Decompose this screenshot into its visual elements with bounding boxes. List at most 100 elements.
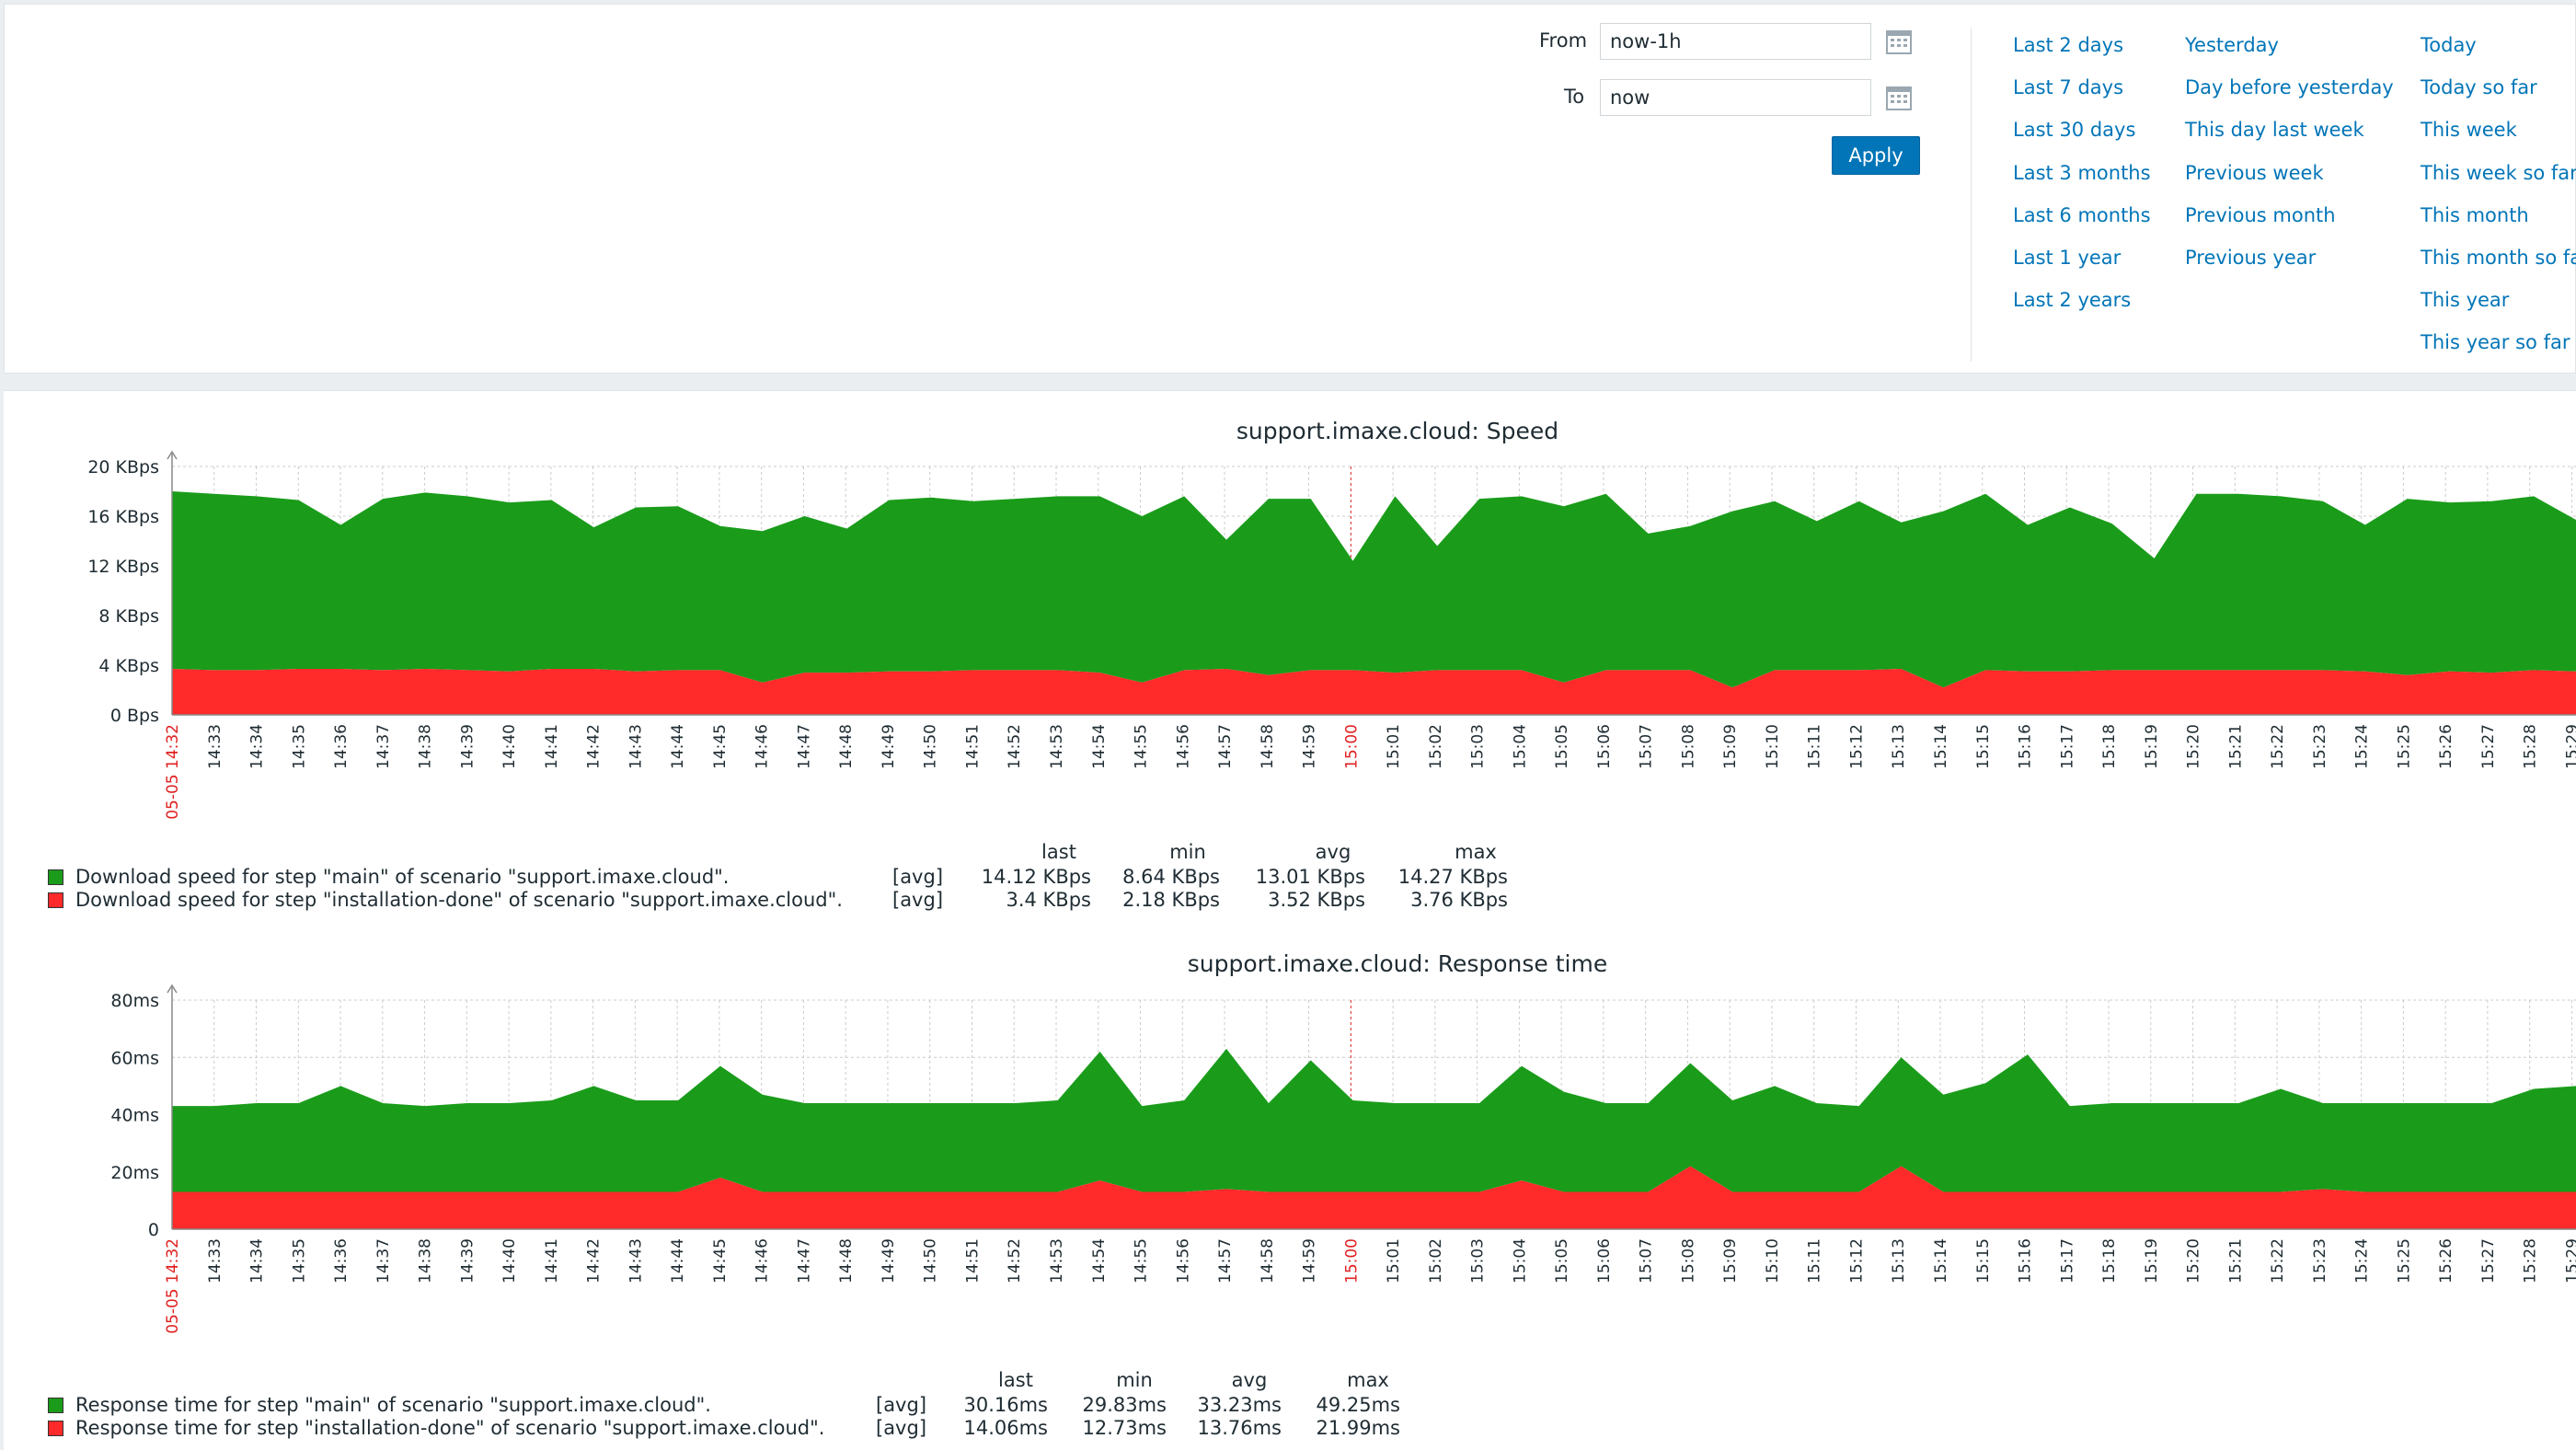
apply-button[interactable]: Apply: [1832, 136, 1920, 175]
series-area-installation-done: [172, 1166, 2576, 1229]
quick-range-link[interactable]: Day before yesterday: [2185, 76, 2394, 99]
y-tick-label: 0 Bps: [110, 706, 159, 726]
x-tick-label: 14:49: [880, 1238, 898, 1283]
x-tick-label: 15:25: [2395, 724, 2413, 769]
x-tick-label: 15:00: [1342, 1238, 1361, 1283]
x-tick-label: 15:14: [1932, 724, 1950, 769]
x-tick-label: 14:33: [206, 724, 224, 769]
legend-swatch: [48, 1421, 63, 1436]
x-tick-label: 15:28: [2522, 724, 2540, 769]
x-tick-label: 15:06: [1595, 1238, 1614, 1283]
quick-range-link[interactable]: Last 1 year: [2013, 246, 2122, 269]
quick-range-column: Yesterday Day before yesterday This day la…: [2185, 31, 2394, 286]
quick-range-link[interactable]: This month so far: [2421, 246, 2576, 269]
legend-value-max: 3.76 KBps: [1410, 889, 1508, 911]
quick-range-column: Last 2 days Last 7 days Last 30 days Last 3…: [2013, 31, 2151, 328]
x-tick-label: 15:11: [1806, 1238, 1824, 1283]
x-tick-label: 15:21: [2226, 724, 2245, 769]
x-tick-label: 15:05: [1553, 724, 1571, 769]
legend-value-last: 3.4 KBps: [1006, 889, 1091, 911]
x-tick-label: 14:34: [248, 1238, 267, 1283]
quick-range-link[interactable]: Previous year: [2185, 246, 2317, 269]
quick-range-link[interactable]: This week so far: [2421, 161, 2576, 184]
chart-svg: support.imaxe.cloud: Response time 0 20ms 4…: [110, 950, 2576, 1334]
x-tick-label: 15:09: [1721, 724, 1740, 769]
x-tick-label: 14:53: [1048, 1238, 1066, 1283]
x-tick-label: 14:35: [290, 724, 308, 769]
x-tick-label: 14:54: [1090, 1238, 1109, 1283]
quick-range-link[interactable]: Today so far: [2421, 76, 2537, 99]
x-tick-label: 15:06: [1595, 724, 1614, 769]
x-tick-label: 15:14: [1932, 1238, 1950, 1283]
y-tick-label: 60ms: [110, 1048, 159, 1068]
x-tick-label: 15:04: [1511, 724, 1529, 769]
from-input[interactable]: [1600, 23, 1871, 60]
x-tick-label: 14:54: [1090, 724, 1109, 769]
legend-value-avg: 33.23ms: [1197, 1394, 1282, 1416]
x-tick-label: 14:57: [1216, 724, 1235, 769]
quick-range-link[interactable]: Last 3 months: [2013, 161, 2151, 184]
x-tick-label: 15:18: [2100, 724, 2119, 769]
x-tick-label: 14:42: [585, 1238, 604, 1283]
x-tick-label: 15:05: [1553, 1238, 1571, 1283]
x-tick-label: 14:55: [1133, 1238, 1151, 1283]
x-tick-label: 15:23: [2311, 724, 2329, 769]
x-tick-label: 14:59: [1301, 724, 1319, 769]
series-area-main: [172, 1048, 2576, 1192]
legend-column-header: max: [1347, 1369, 1389, 1391]
x-tick-label: 14:36: [332, 724, 351, 769]
x-tick-label: 14:33: [206, 1238, 224, 1283]
x-tick-label: 14:52: [1006, 724, 1024, 769]
x-tick-label: 15:28: [2522, 1238, 2540, 1283]
x-tick-label: 14:51: [963, 724, 982, 769]
quick-range-link[interactable]: Last 2 years: [2013, 289, 2132, 312]
x-tick-label: 15:29: [2563, 724, 2576, 769]
x-tick-label: 14:44: [669, 724, 687, 769]
y-tick-label: 4 KBps: [98, 656, 159, 676]
x-tick-label: 15:01: [1385, 1238, 1403, 1283]
calendar-icon[interactable]: [1884, 83, 1914, 112]
quick-range-link[interactable]: This week: [2421, 119, 2517, 142]
legend-column-header: min: [1116, 1369, 1153, 1391]
x-tick-label: 15:12: [1847, 724, 1866, 769]
x-tick-label: 15:07: [1638, 1238, 1656, 1283]
quick-range-link[interactable]: Today: [2421, 34, 2477, 56]
legend-column-header: max: [1455, 841, 1497, 863]
quick-range-link[interactable]: Last 30 days: [2013, 119, 2136, 142]
x-tick-label: 15:24: [2353, 724, 2372, 769]
quick-range-link[interactable]: This day last week: [2185, 119, 2364, 142]
y-tick-label: 0: [148, 1220, 159, 1240]
x-tick-label: 14:40: [500, 724, 519, 769]
quick-range-link[interactable]: This year: [2421, 289, 2510, 312]
quick-range-link[interactable]: Yesterday: [2185, 34, 2279, 56]
legend-label: Download speed for step "installation-do…: [75, 889, 843, 911]
y-axis-arrow-icon: [167, 450, 178, 460]
x-start-label: 05-05 14:32: [164, 1238, 182, 1334]
quick-range-link[interactable]: Last 6 months: [2013, 203, 2151, 226]
x-tick-label: 14:37: [374, 1238, 393, 1283]
to-input[interactable]: [1600, 79, 1871, 116]
quick-range-link[interactable]: Last 2 days: [2013, 34, 2124, 56]
quick-range-link[interactable]: This month: [2421, 203, 2529, 226]
quick-range-link[interactable]: Last 7 days: [2013, 76, 2124, 99]
x-tick-label: 15:07: [1638, 724, 1656, 769]
calendar-icon[interactable]: [1884, 27, 1914, 56]
quick-range-link[interactable]: Previous week: [2185, 161, 2324, 184]
x-tick-label: 14:36: [332, 1238, 351, 1283]
x-tick-label: 15:02: [1427, 1238, 1445, 1283]
legend-column-header: min: [1169, 841, 1206, 863]
x-tick-label: 14:52: [1006, 1238, 1024, 1283]
legend-function: [avg]: [892, 889, 944, 911]
divider: [1971, 29, 1972, 362]
quick-range-link[interactable]: Previous month: [2185, 203, 2336, 226]
x-tick-label: 15:15: [1974, 724, 1993, 769]
x-tick-label: 14:41: [543, 724, 561, 769]
x-tick-label: 15:20: [2185, 724, 2203, 769]
y-tick-label: 20 KBps: [87, 457, 159, 478]
y-tick-label: 12 KBps: [87, 557, 159, 577]
x-tick-label: 15:13: [1890, 724, 1908, 769]
legend-value-last: 14.12 KBps: [981, 866, 1091, 888]
quick-range-link[interactable]: This year so far: [2421, 331, 2570, 354]
x-tick-label: 15:17: [2058, 1238, 2076, 1283]
x-tick-label: 14:44: [669, 1238, 687, 1283]
